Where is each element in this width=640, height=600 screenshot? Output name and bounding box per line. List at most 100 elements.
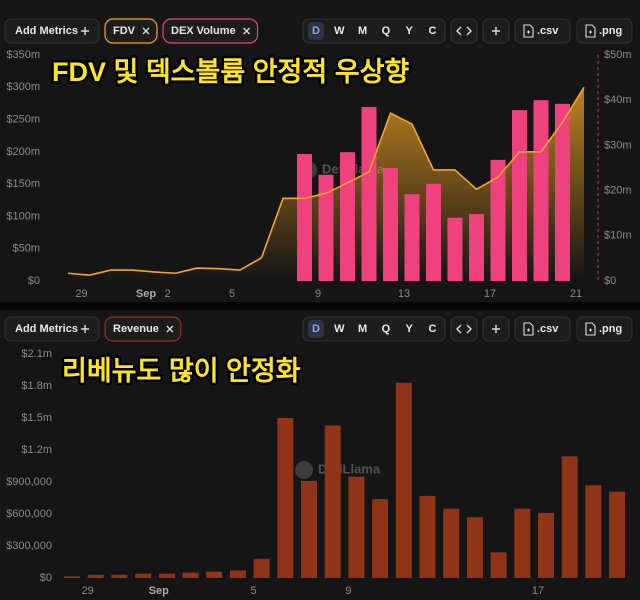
- metric-chip-label: FDV: [113, 25, 136, 37]
- bar: [555, 103, 570, 281]
- bar: [318, 174, 334, 281]
- period-option[interactable]: W: [334, 25, 345, 37]
- remove-icon[interactable]: [142, 27, 150, 35]
- bar: [158, 573, 175, 578]
- y-tick-label: $350m: [6, 49, 40, 61]
- bar: [111, 574, 128, 578]
- bar: [301, 480, 317, 578]
- bar: [361, 106, 377, 281]
- x-tick-label: 9: [315, 288, 321, 300]
- remove-icon[interactable]: [243, 27, 251, 35]
- period-option[interactable]: C: [429, 25, 437, 37]
- annotation: 리베뉴도 많이 안정화: [62, 356, 301, 386]
- metric-chip[interactable]: Revenue: [104, 316, 182, 342]
- x-tick-label: 21: [570, 288, 582, 300]
- x-tick-label: Sep: [136, 288, 156, 300]
- metric-chip[interactable]: FDV: [104, 18, 158, 44]
- bar: [404, 194, 420, 281]
- bar: [297, 153, 312, 281]
- export-label[interactable]: .png: [599, 323, 622, 335]
- y-tick-label: $0: [28, 275, 40, 287]
- period-active[interactable]: [308, 22, 324, 40]
- x-tick-label: 29: [82, 585, 94, 597]
- bar: [426, 183, 441, 281]
- add-icon: [492, 27, 500, 35]
- y-tick-label: $200m: [6, 146, 40, 158]
- add-icon: [81, 27, 89, 35]
- x-tick-label: 29: [75, 288, 87, 300]
- bar: [395, 382, 412, 578]
- bar: [419, 495, 436, 578]
- bar: [87, 574, 104, 578]
- x-tick-label: 13: [398, 288, 410, 300]
- y2-tick-label: $0: [604, 275, 616, 287]
- period-option[interactable]: D: [312, 323, 320, 335]
- add-metrics-button[interactable]: [4, 18, 100, 44]
- bar: [64, 576, 80, 578]
- metric-chip-box[interactable]: [104, 316, 182, 342]
- bar: [229, 570, 246, 578]
- period-option[interactable]: M: [358, 323, 367, 335]
- y-tick-label: $100m: [6, 210, 40, 222]
- bar: [490, 552, 507, 578]
- bar: [135, 573, 152, 578]
- bar: [490, 159, 506, 281]
- metric-chip-box[interactable]: [104, 18, 158, 44]
- y2-tick-label: $10m: [604, 230, 632, 242]
- y-tick-label: $1.8m: [21, 380, 52, 392]
- file-icon: [523, 24, 534, 38]
- bar: [512, 110, 527, 281]
- period-option[interactable]: M: [358, 25, 367, 37]
- bar: [206, 571, 223, 578]
- period-option[interactable]: Y: [406, 323, 414, 335]
- metric-chip[interactable]: DEX Volume: [162, 18, 259, 44]
- x-tick-label: 9: [345, 585, 351, 597]
- add-icon: [492, 325, 500, 333]
- export-label[interactable]: .png: [599, 25, 622, 37]
- add-metrics-button[interactable]: [4, 316, 100, 342]
- bar: [561, 456, 578, 578]
- metric-chip-label: DEX Volume: [171, 25, 236, 37]
- embed-button[interactable]: [450, 18, 478, 44]
- bottom-panel: [0, 310, 640, 600]
- file-icon: [585, 24, 596, 38]
- x-tick-label: 2: [164, 288, 170, 300]
- bar: [443, 508, 460, 578]
- metric-chip-label: Revenue: [113, 323, 159, 335]
- file-icon: [523, 322, 534, 336]
- bar: [533, 100, 549, 281]
- period-group[interactable]: [302, 316, 446, 342]
- watermark-logo: [295, 461, 313, 479]
- period-group[interactable]: [302, 18, 446, 44]
- y-tick-label: $2.1m: [21, 348, 52, 360]
- bar: [182, 572, 199, 578]
- period-option[interactable]: Y: [406, 25, 414, 37]
- bar: [324, 425, 341, 578]
- period-active[interactable]: [308, 320, 324, 338]
- add-metrics-label: Add Metrics: [15, 25, 78, 37]
- metric-chip-box[interactable]: [162, 18, 259, 44]
- y2-tick-label: $20m: [604, 185, 632, 197]
- add-metrics-label: Add Metrics: [15, 323, 78, 335]
- period-option[interactable]: D: [312, 25, 320, 37]
- period-option[interactable]: C: [429, 323, 437, 335]
- y-tick-label: $150m: [6, 178, 40, 190]
- line: [67, 86, 585, 276]
- y-tick-label: $300,000: [6, 540, 52, 552]
- bar: [277, 418, 294, 578]
- period-option[interactable]: Q: [382, 25, 391, 37]
- bar: [585, 485, 602, 578]
- embed-button[interactable]: [450, 316, 478, 342]
- x-tick-label: 5: [229, 288, 235, 300]
- x-tick-label: 5: [251, 585, 257, 597]
- period-option[interactable]: Q: [382, 323, 391, 335]
- remove-icon[interactable]: [166, 325, 174, 333]
- period-option[interactable]: W: [334, 323, 345, 335]
- bar: [348, 476, 365, 578]
- y-tick-label: $0: [40, 572, 52, 584]
- export-label[interactable]: .csv: [537, 25, 559, 37]
- x-tick-label: 17: [532, 585, 544, 597]
- export-label[interactable]: .csv: [537, 323, 559, 335]
- y-tick-label: $1.5m: [21, 412, 52, 424]
